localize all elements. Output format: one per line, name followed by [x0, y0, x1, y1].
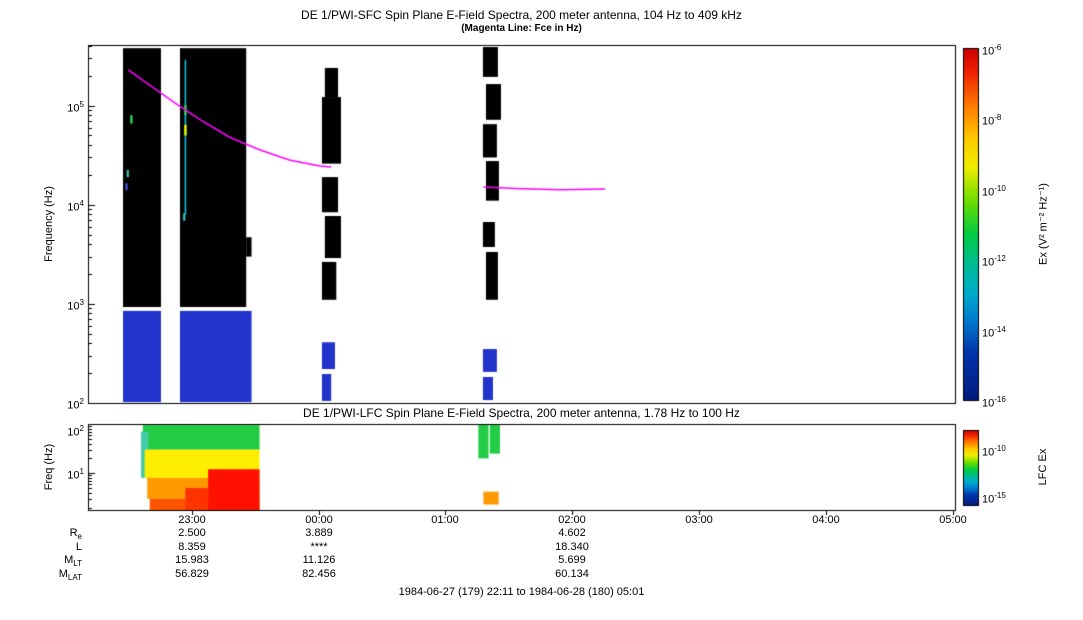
time-tick-label: 23:00: [178, 514, 206, 526]
sfc-colorbar-tick-label: 10-14: [982, 325, 1006, 340]
time-range-caption: 1984-06-27 (179) 22:11 to 1984-06-28 (18…: [398, 586, 645, 598]
ephemeris-value: 15.983: [175, 554, 209, 566]
lfc-colorbar-label: LFC Ex: [1037, 448, 1049, 486]
ephemeris-value: 4.602: [558, 527, 586, 539]
ephemeris-value: 3.889: [305, 527, 333, 539]
lfc-y-tick-label: 102: [67, 424, 84, 439]
sfc-y-tick-label: 102: [67, 397, 84, 412]
lfc-colorbar-tick-label: 10-10: [982, 444, 1006, 459]
lfc-colorbar-tick-label: 10-15: [982, 491, 1006, 506]
sfc-colorbar-tick-label: 10-8: [982, 113, 1002, 128]
ephemeris-value: 56.829: [175, 568, 209, 580]
ephemeris-row-label: L: [75, 541, 82, 553]
sfc-panel-subtitle: (Magenta Line: Fce in Hz): [461, 23, 582, 34]
time-tick-label: 01:00: [431, 514, 459, 526]
ephemeris-value: 18.340: [555, 541, 589, 553]
ephemeris-value: 60.134: [555, 568, 589, 580]
sfc-colorbar-tick-label: 10-12: [982, 254, 1006, 269]
sfc-colorbar-tick-label: 10-16: [982, 395, 1006, 410]
sfc-panel-title: DE 1/PWI-SFC Spin Plane E-Field Spectra,…: [301, 8, 742, 22]
sfc-colorbar-label: Ex (V² m⁻² Hz⁻¹): [1037, 183, 1050, 265]
ephemeris-value: ****: [310, 541, 328, 553]
ephemeris-value: 82.456: [302, 568, 336, 580]
sfc-colorbar-tick-label: 10-6: [982, 43, 1002, 58]
time-tick-label: 05:00: [939, 514, 967, 526]
sfc-colorbar-tick-label: 10-10: [982, 184, 1006, 199]
ephemeris-value: 11.126: [302, 554, 336, 566]
sfc-y-tick-label: 103: [67, 298, 84, 313]
ephemeris-row-label: MLT: [64, 554, 82, 569]
lfc-y-tick-label: 101: [67, 467, 84, 482]
ephemeris-row-label: MLAT: [58, 568, 82, 583]
sfc-y-tick-label: 104: [67, 199, 84, 214]
time-tick-label: 02:00: [558, 514, 586, 526]
time-tick-label: 00:00: [305, 514, 333, 526]
ephemeris-value: 2.500: [178, 527, 206, 539]
ephemeris-value: 8.359: [178, 541, 206, 553]
ephemeris-row-label: Re: [69, 527, 82, 542]
sfc-y-tick-label: 105: [67, 100, 84, 115]
time-tick-label: 04:00: [812, 514, 840, 526]
time-tick-label: 03:00: [685, 514, 713, 526]
ephemeris-value: 5.699: [558, 554, 586, 566]
lfc-panel-title: DE 1/PWI-LFC Spin Plane E-Field Spectra,…: [303, 406, 740, 420]
